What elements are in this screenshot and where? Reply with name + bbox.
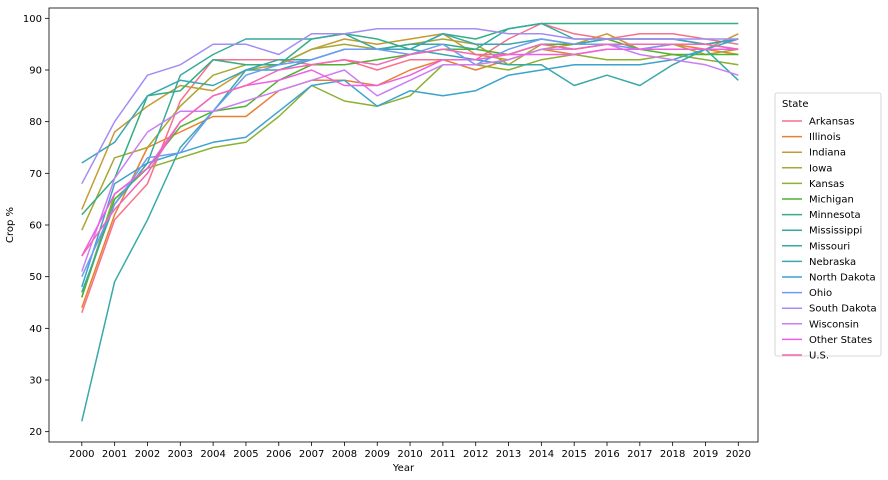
legend-box [774,92,882,357]
legend-label: U.S. [809,351,829,362]
legend-label: Minnesota [809,210,861,221]
series-line-u-s [81,43,739,257]
x-tick-label: 2012 [463,449,488,460]
x-tick-label: 2010 [397,449,422,460]
x-tick-label: 2009 [365,449,390,460]
y-tick-label: 70 [29,169,42,180]
x-tick-label: 2013 [496,449,521,460]
legend-label: Wisconsin [809,319,859,330]
x-tick-label: 2011 [430,449,455,460]
x-tick-label: 2016 [594,449,619,460]
legend-label: Missouri [809,241,850,252]
x-tick-label: 2003 [168,449,193,460]
series-line-north-dakota [81,38,739,288]
legend-label: Indiana [809,148,846,159]
legend-label: Arkansas [809,117,855,128]
legend-label: Ohio [809,288,832,299]
y-axis-title: Crop % [5,207,16,243]
x-tick-label: 2019 [693,449,718,460]
x-tick-label: 2004 [200,449,225,460]
x-tick-label: 2005 [233,449,258,460]
y-tick-label: 60 [29,221,42,232]
legend-title: State [782,99,808,110]
x-tick-label: 2014 [529,449,554,460]
x-axis: 2000 2001 2002 2003 2004 2005 2006 2007 2008 2009… [69,442,751,460]
legend-label: Nebraska [809,257,856,268]
legend-label: Iowa [809,163,832,174]
x-tick-label: 2020 [726,449,751,460]
y-tick-label: 80 [29,117,42,128]
legend-label: Mississippi [809,226,862,237]
y-tick-label: 40 [29,324,42,335]
legend-label: Michigan [809,195,854,206]
x-tick-label: 2015 [561,449,586,460]
y-tick-label: 50 [29,272,42,283]
y-tick-label: 100 [23,14,42,25]
legend-label: Kansas [809,179,844,190]
x-tick-label: 2017 [627,449,652,460]
legend-label: Other States [809,335,872,346]
y-axis: 20 30 40 50 60 70 80 90 100 [23,14,49,438]
x-axis-title: Year [392,463,415,474]
legend-items: Arkansas Illinois Indiana Iowa Kansas Michiga… [782,117,877,362]
y-tick-label: 20 [29,427,42,438]
x-tick-label: 2008 [332,449,357,460]
x-tick-label: 2001 [102,449,127,460]
x-tick-label: 2018 [660,449,685,460]
series-line-south-dakota [81,27,739,185]
series-layer [81,22,739,422]
x-tick-label: 2007 [299,449,324,460]
legend-label: Illinois [809,132,841,143]
y-tick-label: 90 [29,66,42,77]
x-tick-label: 2002 [135,449,160,460]
legend: State Arkansas Illinois Indiana Iowa Kansas M… [774,92,882,362]
x-tick-label: 2000 [69,449,94,460]
series-line-wisconsin [81,43,739,272]
legend-label: South Dakota [809,304,877,315]
legend-label: North Dakota [809,273,876,284]
series-line-kansas [81,53,739,298]
y-tick-label: 30 [29,376,42,387]
x-tick-label: 2006 [266,449,291,460]
